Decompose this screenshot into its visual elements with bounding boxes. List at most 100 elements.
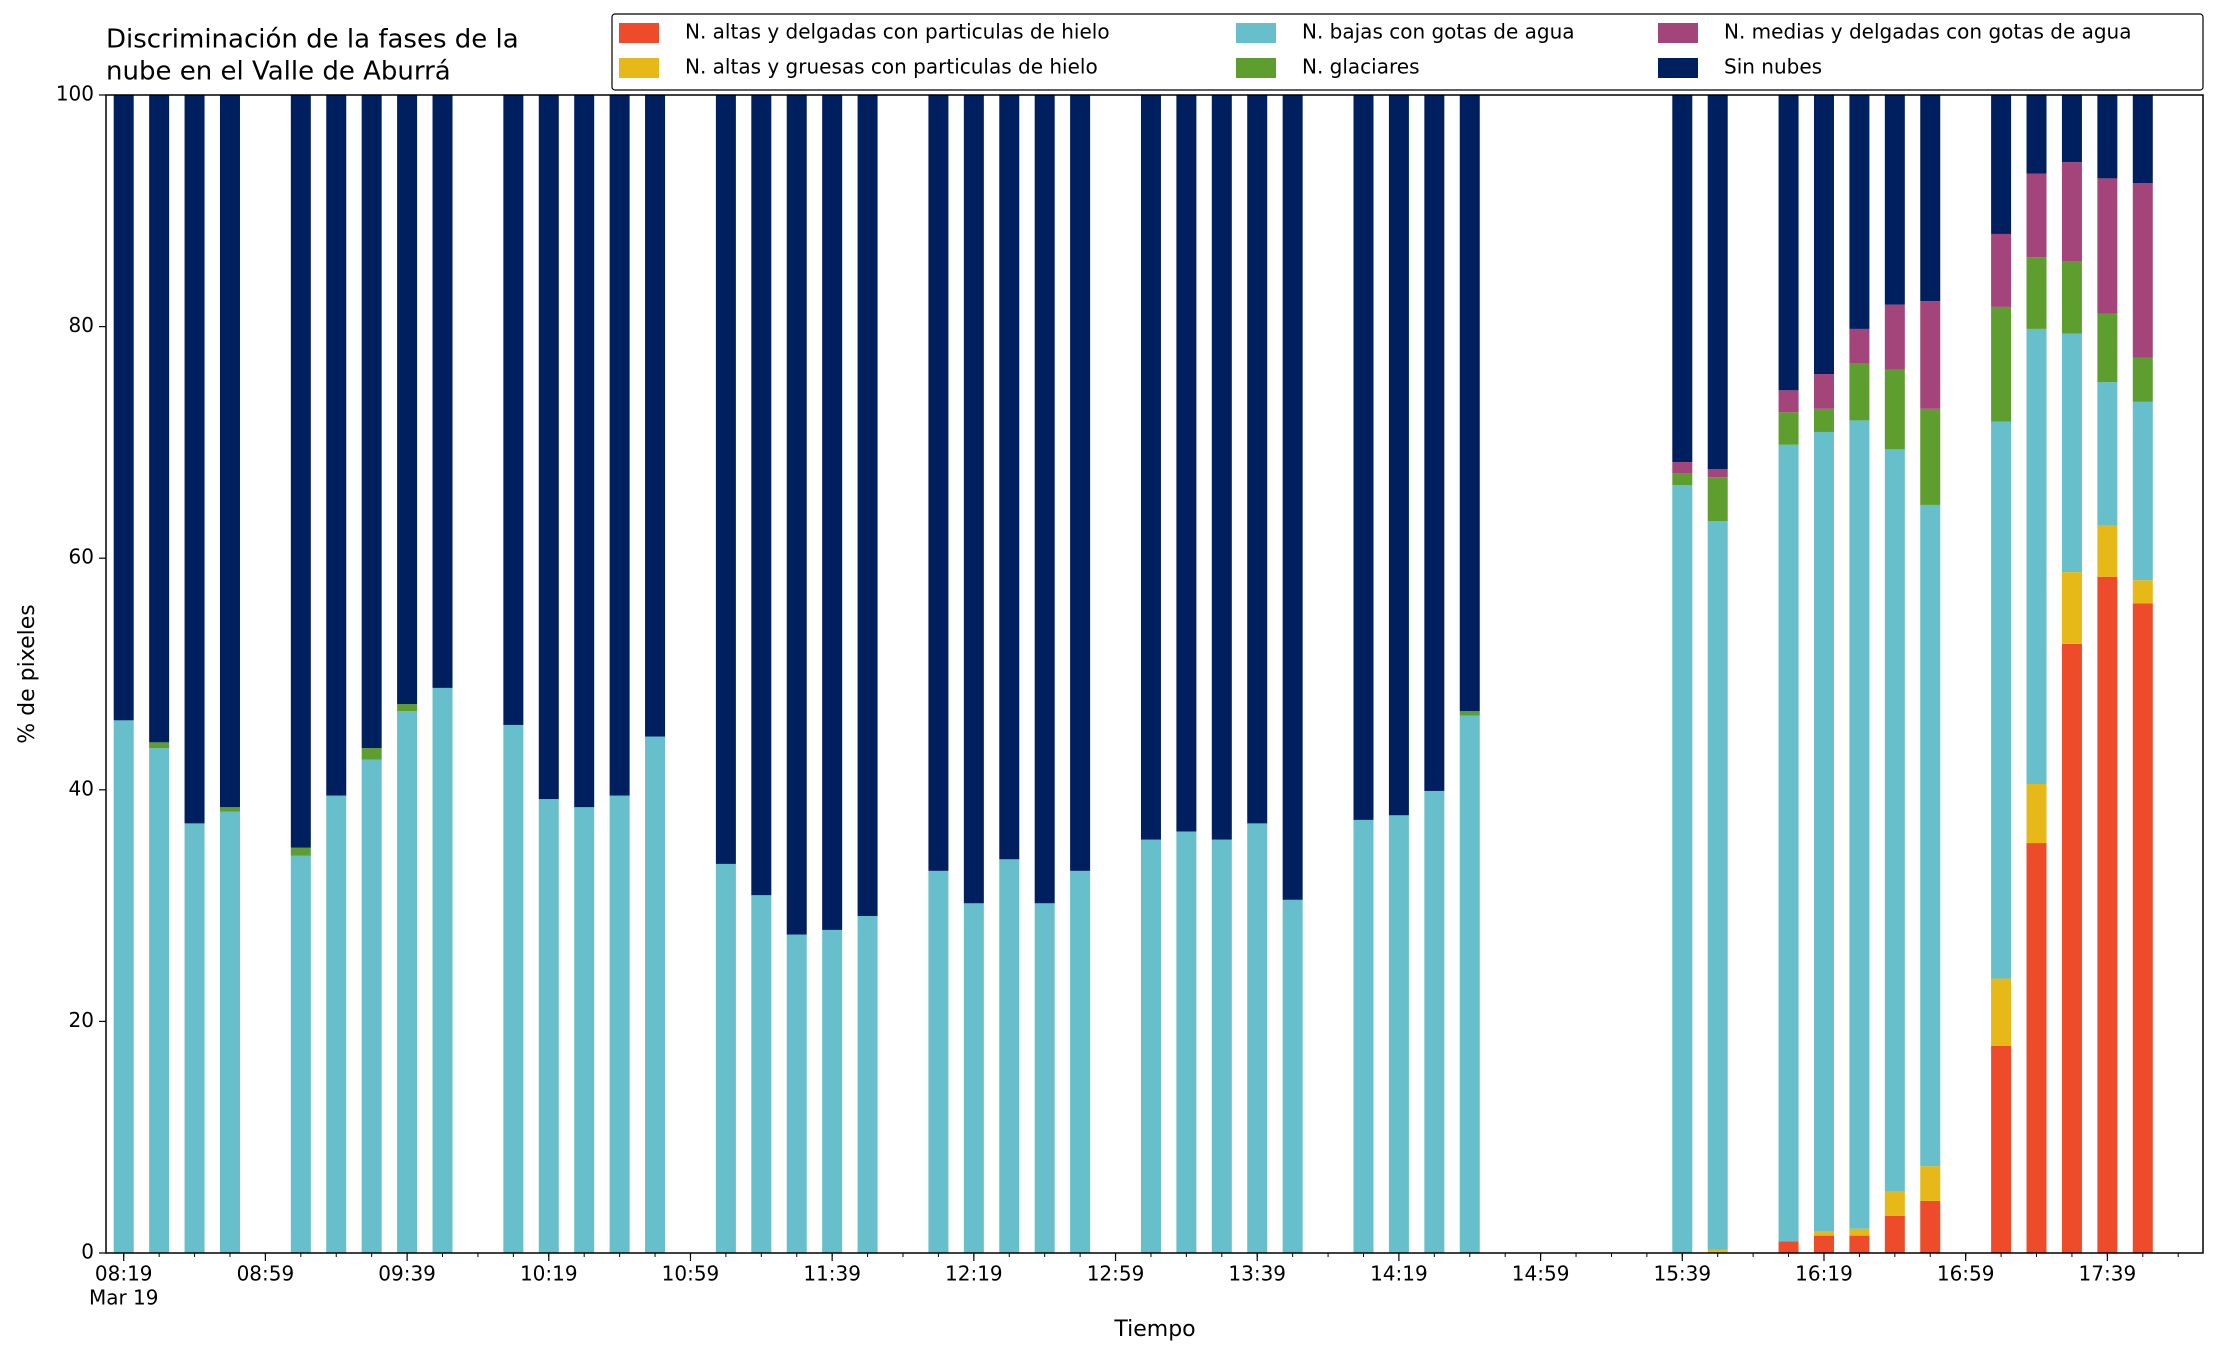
- bar-segment: [1353, 819, 1374, 1253]
- bar-segment: [2061, 261, 2082, 334]
- bar-segment: [219, 95, 240, 808]
- bar-segment: [503, 724, 524, 1253]
- bar-segment: [290, 95, 311, 848]
- bar-segment: [290, 847, 311, 856]
- bar-segment: [1247, 95, 1268, 824]
- x-tick-label: 10:19: [520, 1262, 578, 1286]
- bar-segment: [184, 95, 205, 824]
- bar-segment: [2026, 784, 2047, 844]
- bar-segment: [1778, 390, 1799, 413]
- bar-segment: [1459, 95, 1480, 712]
- bar-segment: [715, 863, 736, 1253]
- y-tick-label: 40: [69, 776, 94, 800]
- x-tick-label: 08:19: [95, 1262, 153, 1286]
- x-tick-label: 14:19: [1370, 1262, 1428, 1286]
- bar-segment: [2061, 162, 2082, 262]
- bar-segment: [1140, 95, 1161, 840]
- bar-segment: [1849, 95, 1870, 329]
- bar-segment: [538, 799, 559, 1253]
- bar-segment: [184, 823, 205, 1253]
- bar-segment: [2132, 580, 2153, 604]
- bar-segment: [963, 95, 984, 904]
- bar-segment: [2132, 603, 2153, 1253]
- bar-segment: [2132, 357, 2153, 402]
- bar-segment: [1849, 363, 1870, 421]
- bar-segment: [1070, 95, 1091, 871]
- y-tick-label: 60: [69, 545, 94, 569]
- x-tick-label: 12:59: [1087, 1262, 1145, 1286]
- x-tick-label: 17:39: [2079, 1262, 2137, 1286]
- bar-segment: [1920, 1166, 1941, 1201]
- bar-segment: [326, 795, 347, 1253]
- bar-segment: [1920, 1200, 1941, 1253]
- bar-segment: [1813, 1235, 1834, 1253]
- bar-segment: [1672, 95, 1693, 463]
- bar-segment: [645, 95, 666, 737]
- bar-segment: [751, 895, 772, 1253]
- bar-segment: [1849, 420, 1870, 1229]
- bar-segment: [928, 95, 949, 871]
- bar-segment: [2097, 525, 2118, 577]
- bar-segment: [999, 95, 1020, 860]
- chart-title: nube en el Valle de Aburrá: [106, 57, 451, 87]
- bar-segment: [1034, 903, 1055, 1253]
- bar-segment: [1849, 1228, 1870, 1236]
- bar-segment: [149, 748, 170, 1253]
- legend-box: [611, 13, 2204, 91]
- bar-segment: [1211, 839, 1232, 1253]
- bar-segment: [1778, 412, 1799, 445]
- bar-segment: [2097, 313, 2118, 383]
- bar-segment: [1459, 715, 1480, 1253]
- bar-segment: [432, 95, 453, 688]
- y-axis-label: % de pixeles: [15, 604, 40, 743]
- bar-segment: [1282, 899, 1303, 1253]
- bar-segment: [538, 95, 559, 800]
- legend-label: Sin nubes: [1724, 55, 1822, 79]
- legend-swatch: [1236, 23, 1276, 43]
- bar-segment: [1282, 95, 1303, 900]
- bar-segment: [149, 95, 170, 743]
- bar-segment: [397, 95, 418, 705]
- x-tick-label: 16:59: [1937, 1262, 1995, 1286]
- bar-segment: [1884, 95, 1905, 305]
- bar-segment: [786, 934, 807, 1253]
- bar-segment: [822, 929, 843, 1253]
- bar-segment: [1034, 95, 1055, 904]
- bar-segment: [1849, 328, 1870, 364]
- bar-segment: [1884, 1191, 1905, 1216]
- bar-segment: [1991, 1045, 2012, 1253]
- bar-segment: [113, 95, 134, 721]
- bar-segment: [1672, 485, 1693, 1254]
- x-tick-label: 09:39: [378, 1262, 436, 1286]
- legend-label: N. altas y gruesas con particulas de hie…: [685, 55, 1098, 79]
- legend-swatch: [619, 58, 659, 78]
- bar-segment: [1991, 421, 2012, 979]
- bar-segment: [432, 687, 453, 1253]
- bar-segment: [1176, 831, 1197, 1253]
- bar-segment: [1884, 1215, 1905, 1253]
- bar-segment: [1920, 301, 1941, 409]
- plot-frame: [105, 94, 2204, 1254]
- bar-segment: [1884, 369, 1905, 450]
- bar-segment: [2097, 95, 2118, 179]
- bar-segment: [361, 759, 382, 1253]
- bar-segment: [2061, 95, 2082, 163]
- bar-segment: [1247, 823, 1268, 1253]
- bar-segment: [1424, 95, 1445, 791]
- bar-segment: [2061, 643, 2082, 1253]
- legend-label: N. glaciares: [1302, 55, 1420, 79]
- bar-segment: [361, 95, 382, 749]
- bar-segment: [1778, 444, 1799, 1242]
- bar-segment: [2026, 328, 2047, 785]
- bar-segment: [1672, 473, 1693, 486]
- bar-segment: [1813, 431, 1834, 1231]
- bar-segment: [1813, 408, 1834, 432]
- bar-segment: [1353, 95, 1374, 820]
- bar-segment: [2026, 257, 2047, 329]
- legend-swatch: [1658, 23, 1698, 43]
- x-tick-label: 12:19: [945, 1262, 1003, 1286]
- bar-segment: [999, 859, 1020, 1253]
- bar-segment: [1707, 1249, 1728, 1253]
- bar-segment: [1920, 504, 1941, 1167]
